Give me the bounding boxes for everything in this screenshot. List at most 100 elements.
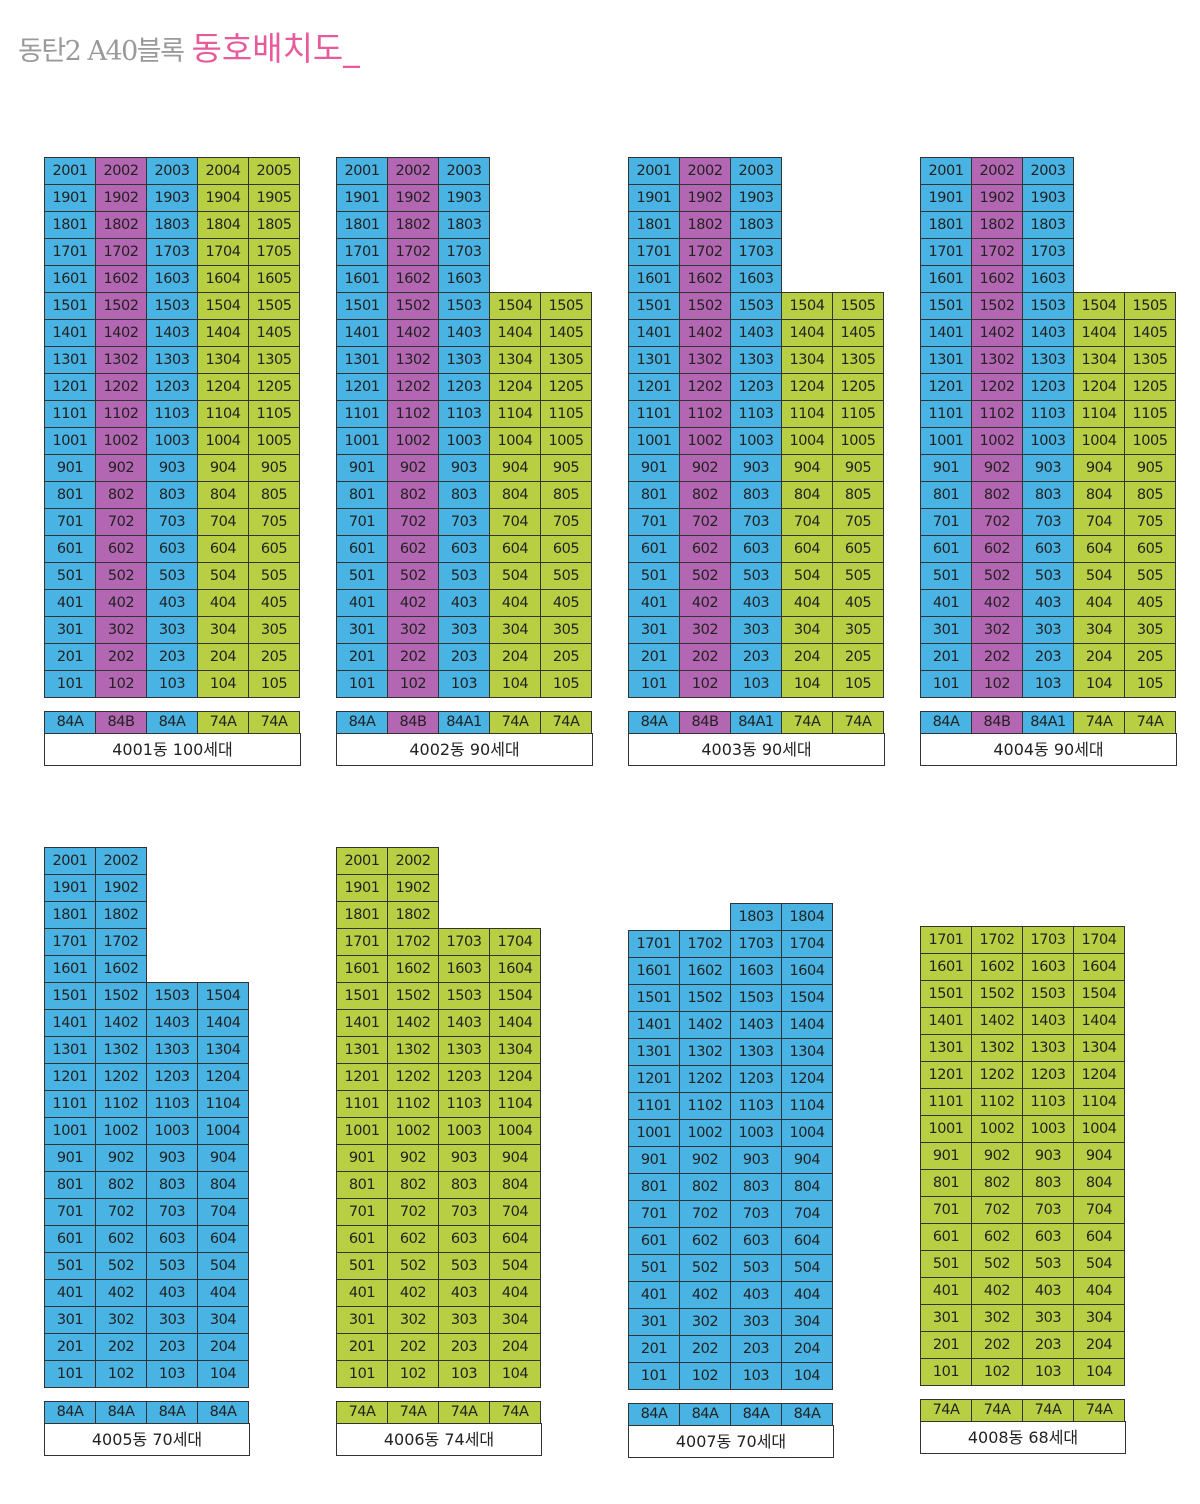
empty-slot [781, 157, 833, 185]
floor-row: 401 402 403 404 [920, 1277, 1125, 1305]
unit-cell: 701 [336, 508, 388, 536]
floor-row: 1201 1202 1203 1204 1205 [336, 373, 592, 401]
unit-type-cell: 74A [1022, 1399, 1074, 1422]
unit-cell: 1704 [489, 928, 541, 956]
floor-row: 1801 1802 [336, 901, 541, 929]
unit-cell: 1202 [971, 1061, 1023, 1089]
unit-cell: 1301 [336, 346, 388, 374]
unit-cell: 1301 [920, 1034, 972, 1062]
unit-cell: 1702 [95, 928, 147, 956]
unit-cell: 1104 [1073, 1088, 1125, 1116]
floor-row: 1301 1302 1303 1304 [44, 1036, 249, 1064]
empty-slot [1073, 184, 1125, 212]
unit-cell: 302 [679, 1308, 731, 1336]
unit-cell: 2003 [1022, 157, 1074, 185]
unit-cell: 504 [489, 562, 541, 590]
unit-cell: 1801 [628, 211, 680, 239]
floor-row: 501 502 503 504 [336, 1252, 541, 1280]
unit-cell: 101 [628, 670, 680, 698]
unit-cell: 1303 [730, 1038, 782, 1066]
unit-cell: 1502 [971, 980, 1023, 1008]
building-label: 4006동 74세대 [336, 1423, 542, 1456]
unit-cell: 1102 [95, 400, 147, 428]
unit-cell: 1101 [628, 1092, 680, 1120]
unit-cell: 404 [781, 589, 833, 617]
unit-cell: 1703 [146, 238, 198, 266]
unit-cell: 402 [679, 1281, 731, 1309]
unit-cell: 1505 [832, 292, 884, 320]
unit-cell: 1204 [197, 1063, 249, 1091]
floor-row: 2001 2002 2003 2004 2005 [44, 157, 300, 185]
unit-cell: 102 [95, 1360, 147, 1388]
unit-cell: 1303 [438, 346, 490, 374]
unit-cell: 205 [540, 643, 592, 671]
unit-cell: 1504 [781, 292, 833, 320]
page-subtitle: 동탄2 A40블록 [18, 36, 185, 67]
floor-row: 901 902 903 904 905 [336, 454, 592, 482]
floor-row: 1501 1502 1503 1504 1505 [44, 292, 300, 320]
unit-cell: 1601 [336, 265, 388, 293]
unit-cell: 901 [336, 454, 388, 482]
floor-row: 301 302 303 304 305 [44, 616, 300, 644]
unit-cell: 103 [438, 670, 490, 698]
unit-cell: 1002 [387, 427, 439, 455]
unit-cell: 404 [197, 589, 249, 617]
unit-cell: 1604 [1073, 953, 1125, 981]
unit-cell: 1504 [781, 984, 833, 1012]
floor-row: 901 902 903 904 905 [628, 454, 884, 482]
empty-slot [540, 238, 592, 266]
unit-cell: 1502 [95, 292, 147, 320]
unit-cell: 603 [730, 1227, 782, 1255]
unit-cell: 805 [248, 481, 300, 509]
floor-row: 201 202 203 204 [44, 1333, 249, 1361]
unit-cell: 201 [920, 1331, 972, 1359]
empty-slot [438, 847, 490, 875]
floor-row: 701 702 703 704 [336, 1198, 541, 1226]
unit-type-cell: 74A [438, 1401, 490, 1424]
building-label: 4005동 70세대 [44, 1423, 250, 1456]
floor-row: 201 202 203 204 [920, 1331, 1125, 1359]
building-label: 4008동 68세대 [920, 1421, 1126, 1454]
unit-cell: 1404 [1073, 319, 1125, 347]
floor-row: 401 402 403 404 [44, 1279, 249, 1307]
empty-slot [679, 903, 731, 931]
unit-cell: 1401 [920, 319, 972, 347]
unit-cell: 1002 [95, 1117, 147, 1145]
unit-cell: 1001 [920, 427, 972, 455]
unit-cell: 1501 [336, 982, 388, 1010]
unit-cell: 804 [781, 481, 833, 509]
unit-type-cell: 84A [197, 1401, 249, 1424]
floor-row: 701 702 703 704 705 [628, 508, 884, 536]
unit-cell: 901 [920, 1142, 972, 1170]
unit-cell: 701 [628, 508, 680, 536]
empty-slot [1124, 157, 1176, 185]
unit-cell: 1601 [336, 955, 388, 983]
unit-cell: 204 [1073, 1331, 1125, 1359]
empty-slot [146, 847, 198, 875]
unit-cell: 801 [44, 1171, 96, 1199]
unit-cell: 1005 [832, 427, 884, 455]
unit-cell: 1701 [628, 930, 680, 958]
unit-cell: 404 [489, 1279, 541, 1307]
unit-cell: 503 [730, 562, 782, 590]
unit-cell: 1302 [95, 346, 147, 374]
unit-cell: 1601 [920, 953, 972, 981]
floor-row: 601 602 603 604 605 [44, 535, 300, 563]
unit-cell: 2001 [336, 157, 388, 185]
empty-slot [832, 211, 884, 239]
unit-type-cell: 74A [920, 1399, 972, 1422]
floor-row: 1501 1502 1503 1504 [628, 984, 833, 1012]
unit-cell: 301 [628, 1308, 680, 1336]
unit-cell: 1903 [146, 184, 198, 212]
unit-cell: 1501 [920, 980, 972, 1008]
floor-row: 1401 1402 1403 1404 [920, 1007, 1125, 1035]
floor-row: 1301 1302 1303 1304 [628, 1038, 833, 1066]
unit-cell: 1101 [44, 1090, 96, 1118]
unit-cell: 1304 [197, 1036, 249, 1064]
unit-cell: 804 [489, 481, 541, 509]
floor-row: 2001 2002 [336, 847, 541, 875]
unit-cell: 501 [336, 562, 388, 590]
floor-row: 1501 1502 1503 1504 [44, 982, 249, 1010]
floor-row: 1701 1702 1703 1704 [920, 926, 1125, 954]
unit-cell: 101 [336, 670, 388, 698]
